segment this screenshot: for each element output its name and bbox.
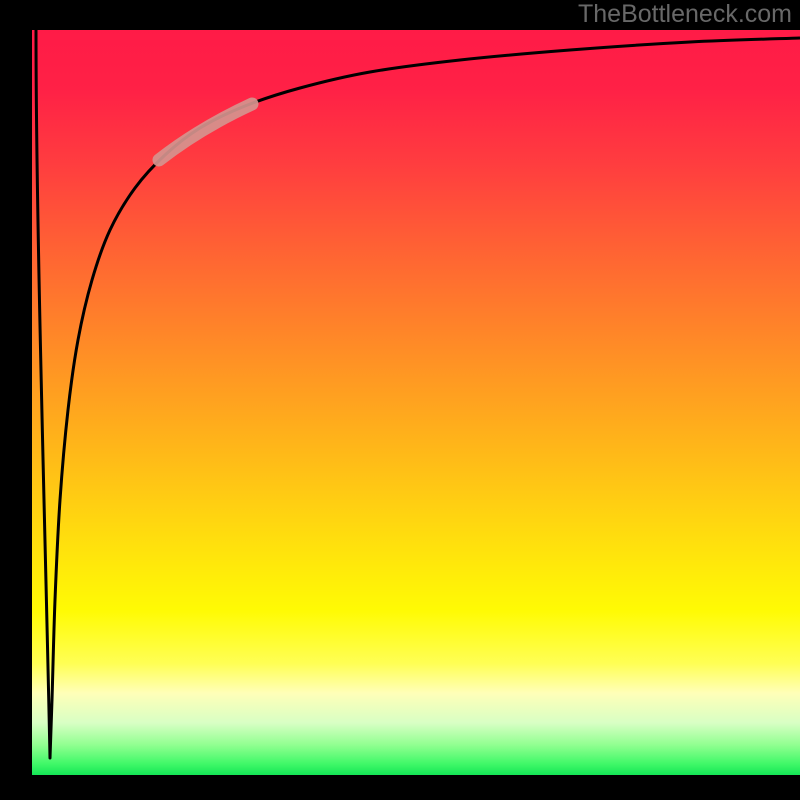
highlight-segment bbox=[159, 104, 252, 160]
curve-overlay bbox=[0, 0, 800, 800]
main-curve bbox=[36, 30, 800, 758]
chart-container: TheBottleneck.com bbox=[0, 0, 800, 800]
watermark-text: TheBottleneck.com bbox=[578, 0, 792, 29]
